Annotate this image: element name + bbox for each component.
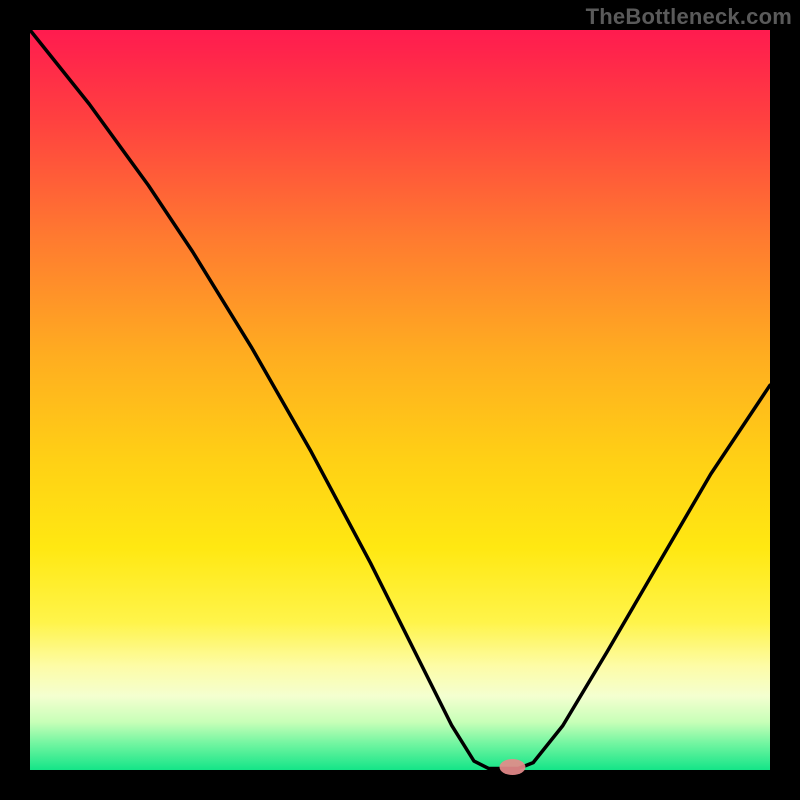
bottleneck-chart: [0, 0, 800, 800]
gradient-background: [30, 30, 770, 770]
optimal-point-marker: [499, 759, 525, 775]
watermark-text: TheBottleneck.com: [586, 4, 792, 30]
